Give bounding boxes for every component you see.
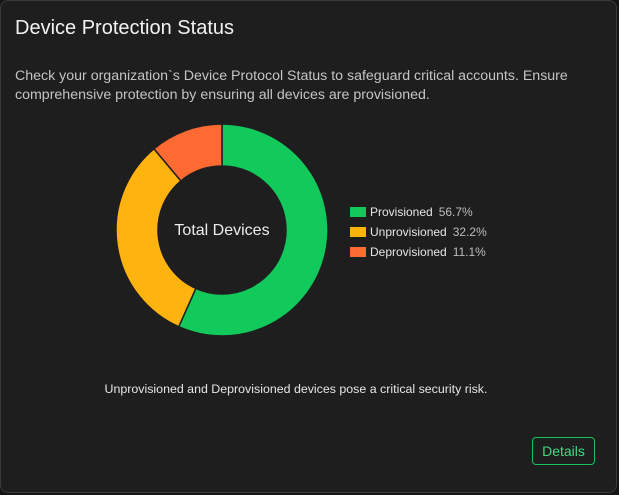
legend-item-deprovisioned[interactable]: Deprovisioned 11.1% xyxy=(350,242,487,262)
chart-legend: Provisioned 56.7% Unprovisioned 32.2% Deprov… xyxy=(350,202,487,262)
donut-center-label: Total Devices xyxy=(174,222,269,239)
donut-chart: Total Devices xyxy=(115,123,329,337)
donut-slice-provisioned[interactable] xyxy=(177,123,329,337)
legend-label: Provisioned xyxy=(370,205,433,219)
legend-label: Unprovisioned xyxy=(370,225,447,239)
legend-value: 11.1% xyxy=(452,245,486,259)
legend-value: 32.2% xyxy=(452,225,487,239)
card-title: Device Protection Status xyxy=(15,17,234,39)
legend-swatch xyxy=(350,227,366,237)
legend-item-provisioned[interactable]: Provisioned 56.7% xyxy=(350,202,487,222)
donut-slices xyxy=(115,123,329,337)
details-button[interactable]: Details xyxy=(532,437,595,465)
security-risk-note: Unprovisioned and Deprovisioned devices … xyxy=(104,382,488,396)
legend-value: 56.7% xyxy=(438,205,473,219)
legend-swatch xyxy=(350,207,366,217)
legend-swatch xyxy=(350,247,366,257)
donut-chart-svg: Total Devices xyxy=(115,123,329,337)
donut-slice-unprovisioned[interactable] xyxy=(115,147,197,328)
donut-slice-deprovisioned[interactable] xyxy=(152,123,223,183)
legend-label: Deprovisioned xyxy=(370,245,447,259)
card-description: Check your organization`s Device Protoco… xyxy=(15,68,568,103)
legend-item-unprovisioned[interactable]: Unprovisioned 32.2% xyxy=(350,222,487,242)
